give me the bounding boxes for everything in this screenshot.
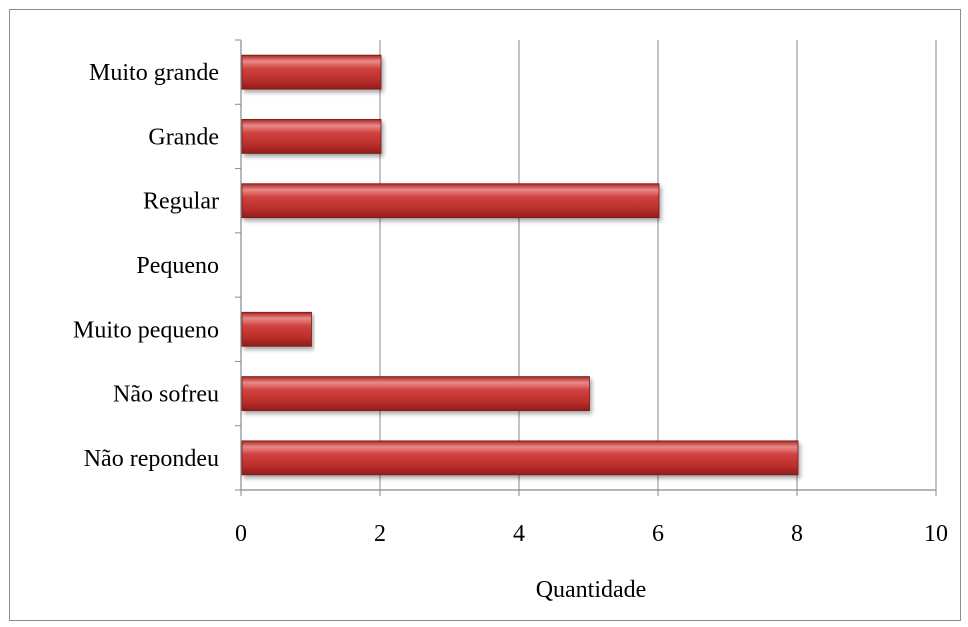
x-tick-label: 6: [652, 521, 664, 547]
category-label: Não repondeu: [84, 446, 219, 472]
bar-5: [241, 119, 382, 154]
category-label: Não sofreu: [113, 382, 219, 408]
category-label: Muito grande: [89, 60, 219, 86]
bar-1: [241, 376, 590, 411]
category-label: Muito pequeno: [73, 317, 219, 343]
grid-lines: [379, 40, 937, 490]
chart-frame: [9, 9, 961, 621]
category-label: Grande: [148, 124, 219, 150]
x-tick-label: 8: [791, 521, 803, 547]
bar-6: [241, 54, 382, 90]
bars: [241, 54, 799, 476]
labels: 0 2 4 6 8 10 Não repondeu Não sofreu Muito peque…: [73, 60, 948, 547]
category-label: Pequeno: [136, 253, 219, 279]
bar-2: [241, 311, 312, 347]
category-label: Regular: [143, 189, 219, 215]
x-tick-label: 4: [513, 521, 525, 547]
x-tick-label: 10: [924, 521, 948, 547]
bar-0: [241, 440, 799, 476]
bar-4: [241, 183, 660, 219]
axes: [235, 39, 937, 496]
x-tick-label: 0: [235, 521, 247, 547]
x-axis-title: Quantidade: [536, 577, 647, 603]
x-tick-label: 2: [374, 521, 386, 547]
